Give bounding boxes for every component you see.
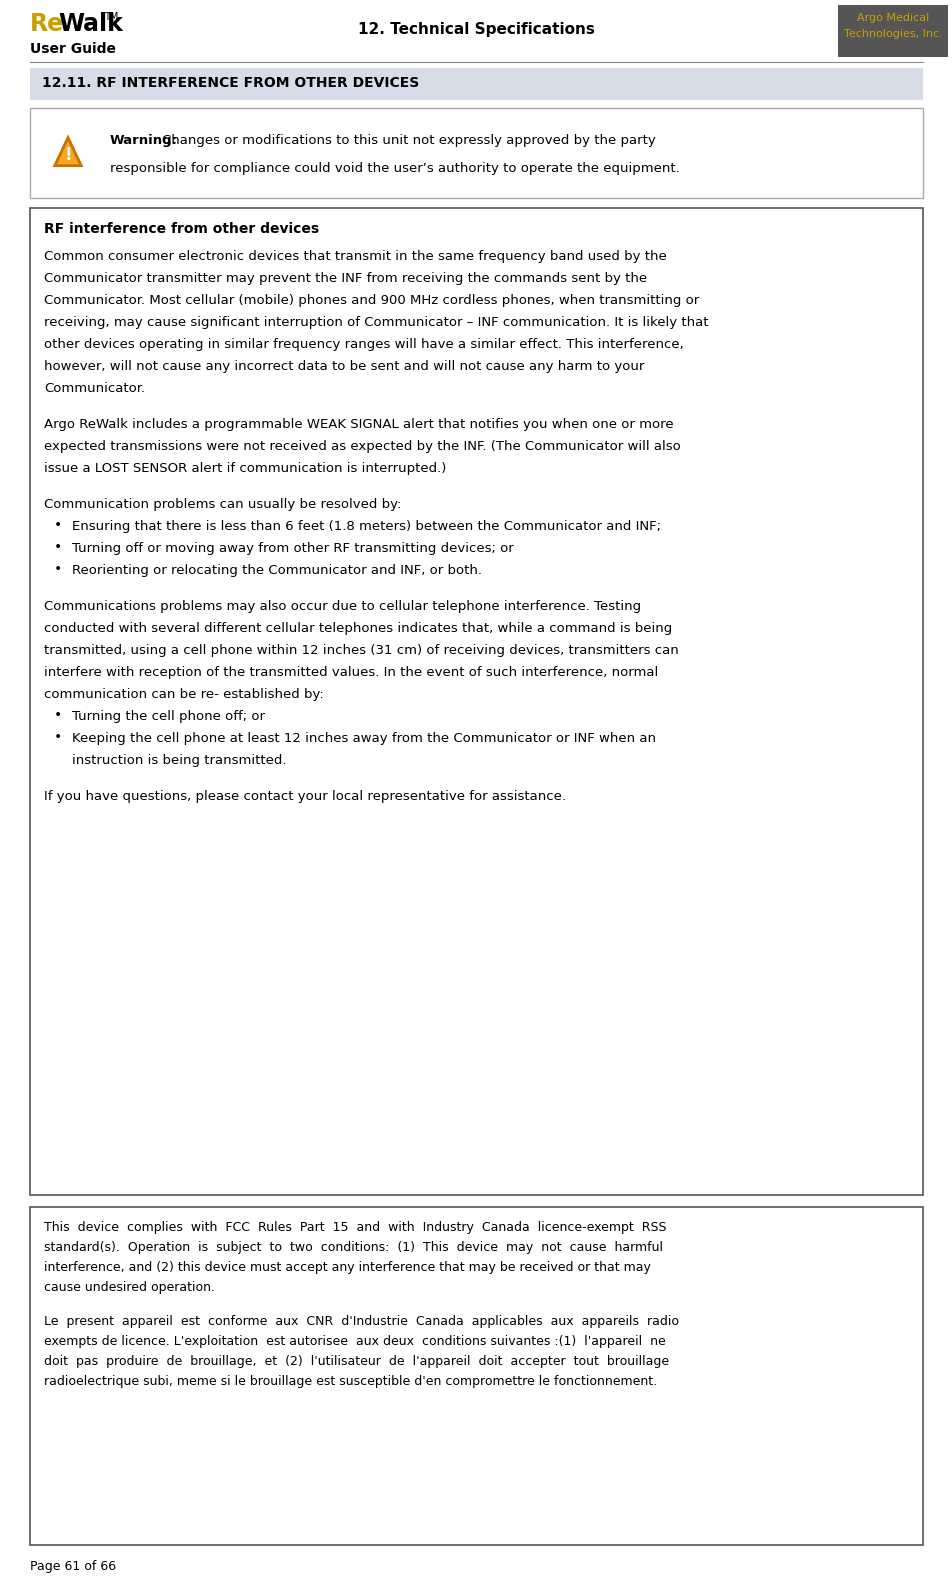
Text: Re: Re	[30, 13, 64, 36]
Text: Argo ReWalk includes a programmable WEAK SIGNAL alert that notifies you when one: Argo ReWalk includes a programmable WEAK…	[44, 418, 673, 431]
Text: expected transmissions were not received as expected by the INF. (The Communicat: expected transmissions were not received…	[44, 441, 680, 453]
Text: 12. Technical Specifications: 12. Technical Specifications	[358, 22, 594, 36]
Text: Ensuring that there is less than 6 feet (1.8 meters) between the Communicator an: Ensuring that there is less than 6 feet …	[72, 520, 661, 533]
Text: User Guide: User Guide	[30, 41, 116, 55]
Polygon shape	[55, 138, 81, 165]
Text: doit  pas  produire  de  brouillage,  et  (2)  l'utilisateur  de  l'appareil  do: doit pas produire de brouillage, et (2) …	[44, 1355, 668, 1368]
Text: 12.11. RF INTERFERENCE FROM OTHER DEVICES: 12.11. RF INTERFERENCE FROM OTHER DEVICE…	[42, 76, 419, 90]
Text: Communications problems may also occur due to cellular telephone interference. T: Communications problems may also occur d…	[44, 601, 641, 613]
Text: transmitted, using a cell phone within 12 inches (31 cm) of receiving devices, t: transmitted, using a cell phone within 1…	[44, 644, 678, 658]
Text: interfere with reception of the transmitted values. In the event of such interfe: interfere with reception of the transmit…	[44, 666, 658, 678]
Bar	[30, 108, 922, 198]
Bar	[30, 1208, 922, 1545]
Text: •: •	[54, 540, 62, 555]
Text: communication can be re- established by:: communication can be re- established by:	[44, 688, 324, 701]
Text: Turning off or moving away from other RF transmitting devices; or: Turning off or moving away from other RF…	[72, 542, 513, 555]
Text: radioelectrique subi, meme si le brouillage est susceptible d'en compromettre le: radioelectrique subi, meme si le brouill…	[44, 1376, 657, 1388]
Bar	[30, 208, 922, 1195]
Text: however, will not cause any incorrect data to be sent and will not cause any har: however, will not cause any incorrect da…	[44, 360, 644, 372]
Text: Communicator transmitter may prevent the INF from receiving the commands sent by: Communicator transmitter may prevent the…	[44, 273, 646, 285]
Text: Turning the cell phone off; or: Turning the cell phone off; or	[72, 710, 265, 723]
Text: standard(s).  Operation  is  subject  to  two  conditions:  (1)  This  device  m: standard(s). Operation is subject to two…	[44, 1241, 663, 1254]
Text: •: •	[54, 563, 62, 575]
Text: If you have questions, please contact your local representative for assistance.: If you have questions, please contact yo…	[44, 789, 565, 804]
Text: instruction is being transmitted.: instruction is being transmitted.	[72, 754, 287, 767]
Text: Common consumer electronic devices that transmit in the same frequency band used: Common consumer electronic devices that …	[44, 250, 666, 263]
Text: issue a LOST SENSOR alert if communication is interrupted.): issue a LOST SENSOR alert if communicati…	[44, 461, 446, 475]
Text: Warning:: Warning:	[109, 135, 178, 147]
Text: This  device  complies  with  FCC  Rules  Part  15  and  with  Industry  Canada : This device complies with FCC Rules Part…	[44, 1220, 665, 1235]
Text: Argo Medical: Argo Medical	[856, 13, 928, 24]
Text: other devices operating in similar frequency ranges will have a similar effect. : other devices operating in similar frequ…	[44, 338, 683, 350]
Text: Communicator.: Communicator.	[44, 382, 145, 395]
Text: •: •	[54, 708, 62, 723]
Text: !: !	[64, 146, 71, 163]
Text: Reorienting or relocating the Communicator and INF, or both.: Reorienting or relocating the Communicat…	[72, 564, 482, 577]
Text: RF interference from other devices: RF interference from other devices	[44, 222, 319, 236]
Text: Page 61 of 66: Page 61 of 66	[30, 1560, 116, 1572]
Text: •: •	[54, 518, 62, 533]
Text: interference, and (2) this device must accept any interference that may be recei: interference, and (2) this device must a…	[44, 1262, 650, 1274]
Text: conducted with several different cellular telephones indicates that, while a com: conducted with several different cellula…	[44, 621, 671, 636]
Text: Changes or modifications to this unit not expressly approved by the party: Changes or modifications to this unit no…	[162, 135, 655, 147]
Text: •: •	[54, 731, 62, 743]
Text: Technologies, Inc.: Technologies, Inc.	[843, 29, 942, 40]
Text: Keeping the cell phone at least 12 inches away from the Communicator or INF when: Keeping the cell phone at least 12 inche…	[72, 732, 655, 745]
Text: receiving, may cause significant interruption of Communicator – INF communicatio: receiving, may cause significant interru…	[44, 315, 707, 330]
Text: cause undesired operation.: cause undesired operation.	[44, 1281, 215, 1293]
Text: Communicator. Most cellular (mobile) phones and 900 MHz cordless phones, when tr: Communicator. Most cellular (mobile) pho…	[44, 293, 699, 307]
Bar	[30, 68, 922, 100]
Text: Communication problems can usually be resolved by:: Communication problems can usually be re…	[44, 498, 401, 510]
Text: Le  present  appareil  est  conforme  aux  CNR  d'Industrie  Canada  applicables: Le present appareil est conforme aux CNR…	[44, 1316, 678, 1328]
Bar	[837, 5, 947, 57]
Text: responsible for compliance could void the user’s authority to operate the equipm: responsible for compliance could void th…	[109, 162, 679, 174]
Text: Walk: Walk	[58, 13, 123, 36]
Text: TM: TM	[104, 13, 118, 22]
Text: exempts de licence. L'exploitation  est autorisee  aux deux  conditions suivante: exempts de licence. L'exploitation est a…	[44, 1335, 665, 1347]
